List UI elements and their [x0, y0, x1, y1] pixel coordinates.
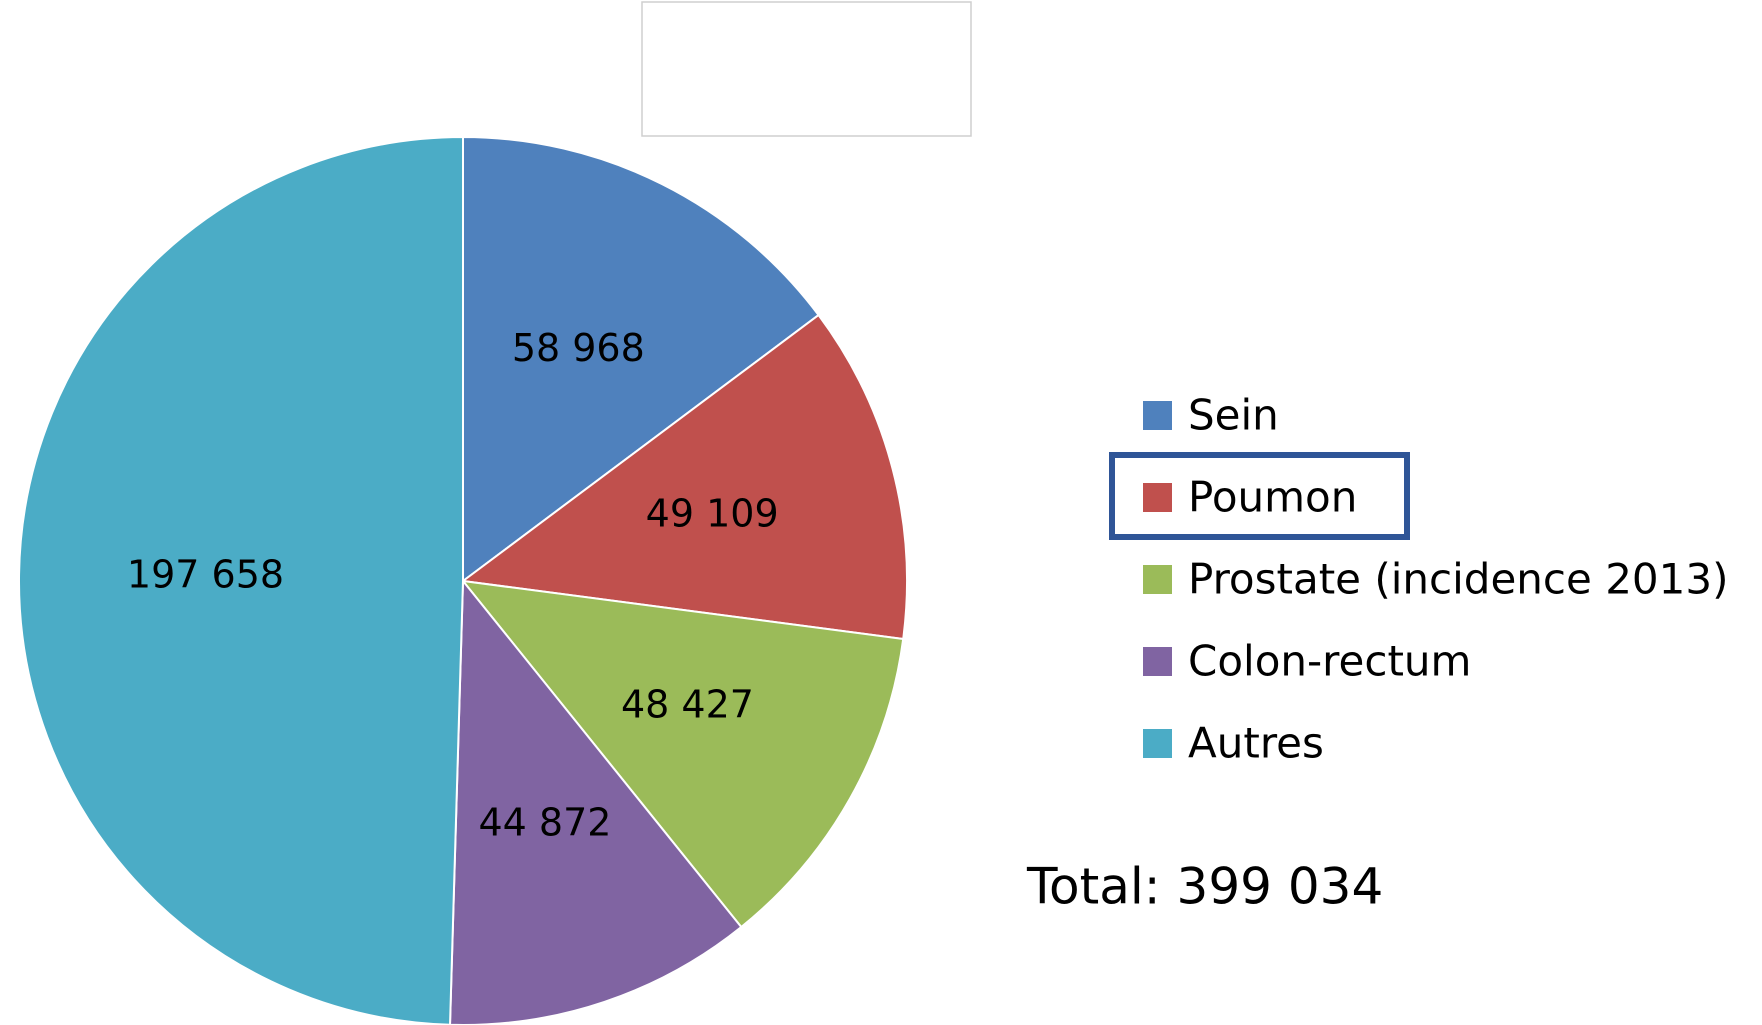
legend-label: Autres	[1188, 719, 1324, 768]
value-label: 58 968	[512, 326, 645, 370]
pie-slice	[462, 135, 820, 583]
legend-swatch	[1143, 729, 1172, 758]
legend-swatch	[1143, 565, 1172, 594]
value-label: 48 427	[621, 683, 754, 727]
pie-slice	[460, 313, 908, 641]
highlight-box	[1109, 452, 1410, 540]
legend-swatch	[1143, 647, 1172, 676]
total-annotation: Total: 399 034	[1026, 858, 1383, 916]
legend-label: Poumon	[1188, 473, 1357, 522]
legend-label: Prostate (incidence 2013)	[1188, 555, 1728, 604]
pie-slice	[17, 135, 464, 1025]
legend-swatch	[1143, 483, 1172, 512]
legend-label: Colon-rectum	[1188, 637, 1471, 686]
legend-swatch	[1143, 401, 1172, 430]
pie-slice	[460, 579, 905, 929]
value-label: 197 658	[127, 553, 284, 597]
empty-box	[641, 1, 972, 137]
legend-label: Sein	[1188, 391, 1279, 440]
value-label: 49 109	[646, 491, 779, 535]
value-label: 44 872	[479, 801, 612, 845]
